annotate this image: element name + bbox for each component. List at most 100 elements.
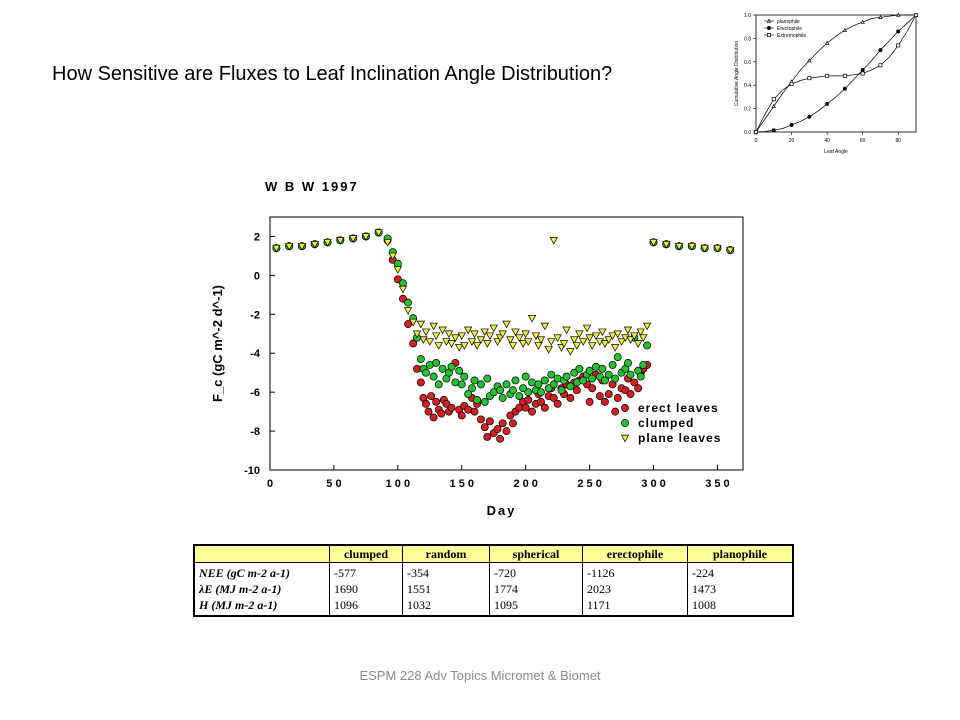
slide-title: How Sensitive are Fluxes to Leaf Inclina… (52, 63, 613, 85)
inset-x-axis-label: Leaf Angle (824, 149, 848, 155)
table-header-clumped: clumped (329, 545, 403, 563)
point-plane-leaves (623, 326, 633, 335)
point-plane-leaves (649, 239, 658, 247)
inset-y-tick-label: 0.2 (744, 107, 751, 113)
point-erect-leaves (585, 397, 594, 406)
point-plane-leaves (336, 237, 345, 245)
table-row-labels: NEE (gC m-2 a-1) λE (MJ m-2 a-1) H (MJ m… (194, 562, 330, 616)
inset-series (753, 12, 919, 134)
point-plane-leaves (639, 334, 648, 342)
point-plane-leaves (572, 342, 582, 350)
point-clumped (476, 380, 485, 389)
inset-y-tick-label: 0.6 (744, 60, 751, 66)
point-erect-leaves (524, 395, 533, 404)
point-plane-leaves (361, 233, 371, 241)
point-plane-leaves (553, 334, 562, 342)
point-clumped (422, 368, 430, 377)
inset-line-Extremophile (755, 14, 917, 133)
point-erect-leaves (476, 415, 485, 424)
point-plane-leaves (713, 244, 722, 253)
point-erect-leaves (553, 399, 562, 408)
point-clumped (508, 386, 517, 395)
inset-point-Extremophile (825, 73, 830, 78)
flux-summary-table: clumped random spherical erectophile pla… (193, 544, 794, 617)
point-erect-leaves (630, 378, 639, 387)
table-col-clumped: -577 1690 1096 (329, 562, 403, 616)
point-plane-leaves (485, 332, 495, 341)
point-plane-leaves (489, 324, 498, 333)
point-plane-leaves (403, 307, 413, 315)
point-clumped (623, 359, 632, 367)
point-plane-leaves (483, 340, 492, 348)
point-erect-leaves (521, 403, 530, 412)
table-col-planophile: -224 1473 1008 (687, 562, 794, 616)
point-clumped (566, 382, 575, 391)
point-plane-leaves (297, 242, 307, 251)
point-plane-leaves (374, 229, 383, 237)
point-erect-leaves (485, 417, 494, 426)
point-clumped (540, 376, 549, 385)
y-tick-label: -4 (250, 348, 261, 360)
point-plane-leaves (434, 342, 443, 350)
point-erect-leaves (537, 397, 545, 406)
table-header-random: random (402, 545, 490, 563)
point-clumped (393, 259, 402, 268)
point-clumped (470, 376, 479, 385)
point-erect-leaves (437, 409, 446, 418)
x-tick-label: 0 (267, 478, 273, 490)
inset-line-Erectophile (755, 14, 917, 133)
point-plane-leaves (575, 330, 584, 339)
point-plane-leaves (451, 334, 460, 342)
point-plane-leaves (566, 348, 575, 356)
legend-label: clumped (638, 416, 694, 430)
point-clumped (557, 386, 566, 395)
x-axis-label: Day (487, 503, 517, 518)
legend-marker (620, 434, 630, 443)
table-cell: 1473 (692, 582, 716, 596)
point-plane-leaves (421, 328, 431, 337)
point-plane-leaves (498, 330, 507, 339)
point-erect-leaves (416, 378, 425, 387)
point-clumped (483, 374, 492, 383)
point-plane-leaves (559, 340, 569, 348)
point-erect-leaves (566, 394, 575, 402)
table-cell: 1095 (494, 598, 518, 612)
point-erect-leaves (588, 384, 597, 393)
point-plane-leaves (626, 336, 635, 344)
point-plane-leaves (438, 326, 447, 335)
point-clumped (457, 380, 466, 389)
point-plane-leaves (455, 344, 464, 352)
inset-point-planophile (842, 27, 848, 32)
point-clumped (537, 388, 545, 397)
point-plane-leaves (502, 320, 511, 329)
point-clumped (598, 364, 607, 373)
inset-point-Extremophile (754, 130, 758, 134)
inset-point-Extremophile (842, 73, 847, 78)
point-clumped (416, 355, 425, 364)
point-clumped (521, 372, 530, 381)
point-plane-leaves (544, 346, 553, 354)
x-tick-label: 1 0 0 (386, 478, 410, 490)
point-clumped (460, 372, 469, 381)
chart-title: W B W 1997 (265, 179, 359, 194)
inset-point-planophile (824, 40, 830, 45)
legend-marker (621, 404, 629, 412)
point-plane-leaves (393, 266, 403, 274)
point-clumped (611, 374, 620, 383)
legend-label: plane leaves (638, 431, 721, 445)
point-plane-leaves (467, 338, 477, 346)
point-erect-leaves (409, 339, 418, 348)
point-plane-leaves (524, 338, 533, 346)
point-plane-leaves (431, 332, 441, 341)
point-plane-leaves (570, 336, 579, 344)
point-clumped (515, 392, 524, 400)
point-erect-leaves (502, 427, 511, 436)
y-tick-label: 2 (254, 231, 260, 243)
point-erect-leaves (457, 411, 466, 420)
point-erect-leaves (528, 407, 537, 416)
point-plane-leaves (470, 330, 479, 339)
table-cell: 1096 (334, 598, 358, 612)
point-plane-leaves (547, 338, 556, 346)
inset-x-tick-label: 40 (824, 138, 830, 144)
point-clumped (626, 370, 635, 379)
